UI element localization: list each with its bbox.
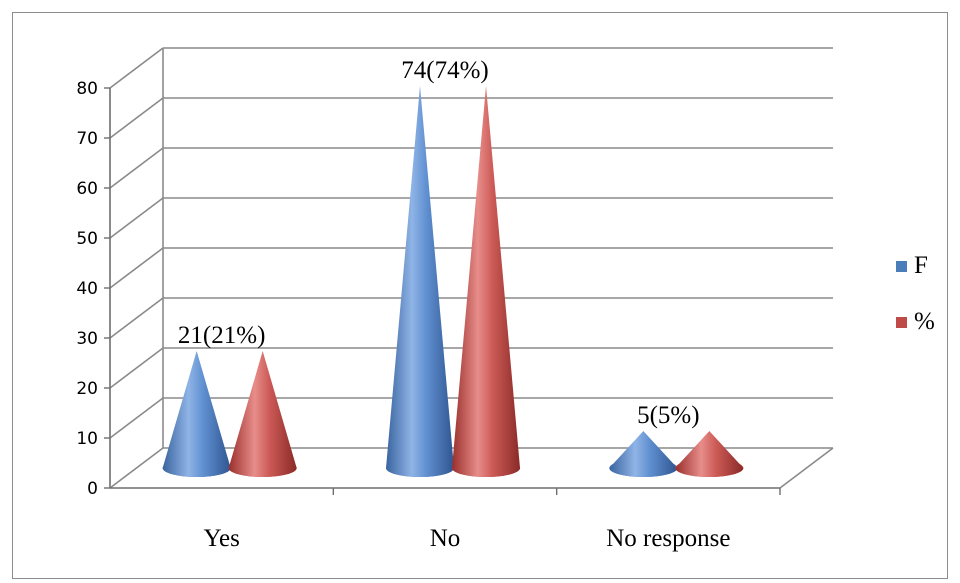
y-tick-label: 80 — [76, 79, 98, 99]
legend-label: F — [914, 252, 928, 279]
cone-body — [228, 351, 297, 477]
cone-body — [609, 431, 678, 477]
data-label: 5(5%) — [637, 402, 699, 429]
cone-body — [675, 431, 744, 477]
category-label: No — [430, 525, 461, 552]
cone-body — [452, 86, 520, 477]
side-wall-line — [109, 97, 164, 139]
cone-percent-no-response — [675, 431, 744, 477]
cone-f-no-response — [609, 431, 678, 477]
side-wall-line — [109, 197, 164, 239]
cones — [162, 86, 744, 477]
data-label: 74(74%) — [401, 57, 488, 84]
y-tick-label: 70 — [76, 129, 98, 149]
cone-percent-yes — [228, 351, 297, 477]
y-axis-ticks: 0 10 20 30 40 50 60 70 80 — [76, 79, 110, 499]
floor-right-edge — [779, 447, 834, 489]
cone-body — [386, 86, 454, 477]
legend: F% — [896, 252, 935, 335]
y-tick-label: 0 — [87, 479, 98, 499]
legend-swatch — [896, 317, 907, 328]
side-wall-line — [109, 397, 164, 439]
y-tick-label: 10 — [76, 429, 98, 449]
data-label: 21(21%) — [178, 322, 265, 349]
y-tick-label: 60 — [76, 179, 98, 199]
side-wall-line — [109, 297, 164, 339]
side-wall-line — [109, 47, 164, 89]
cone-body — [162, 351, 231, 477]
side-wall-line — [109, 247, 164, 289]
y-tick-label: 20 — [76, 379, 98, 399]
cone-f-no — [386, 86, 454, 477]
data-labels: 21(21%) 74(74%) 5(5%) — [178, 57, 700, 429]
legend-label: % — [914, 308, 935, 335]
side-wall-line — [109, 147, 164, 189]
side-wall-line — [109, 347, 164, 389]
cone-f-yes — [162, 351, 231, 477]
floor-left-edge — [109, 447, 164, 489]
category-label: No response — [606, 525, 730, 552]
y-tick-label: 40 — [76, 279, 98, 299]
legend-swatch — [896, 261, 907, 272]
y-tick-label: 50 — [76, 229, 98, 249]
y-tick-label: 30 — [76, 329, 98, 349]
cone-percent-no — [452, 86, 520, 477]
category-labels: Yes No No response — [203, 525, 730, 552]
category-label: Yes — [203, 525, 239, 552]
